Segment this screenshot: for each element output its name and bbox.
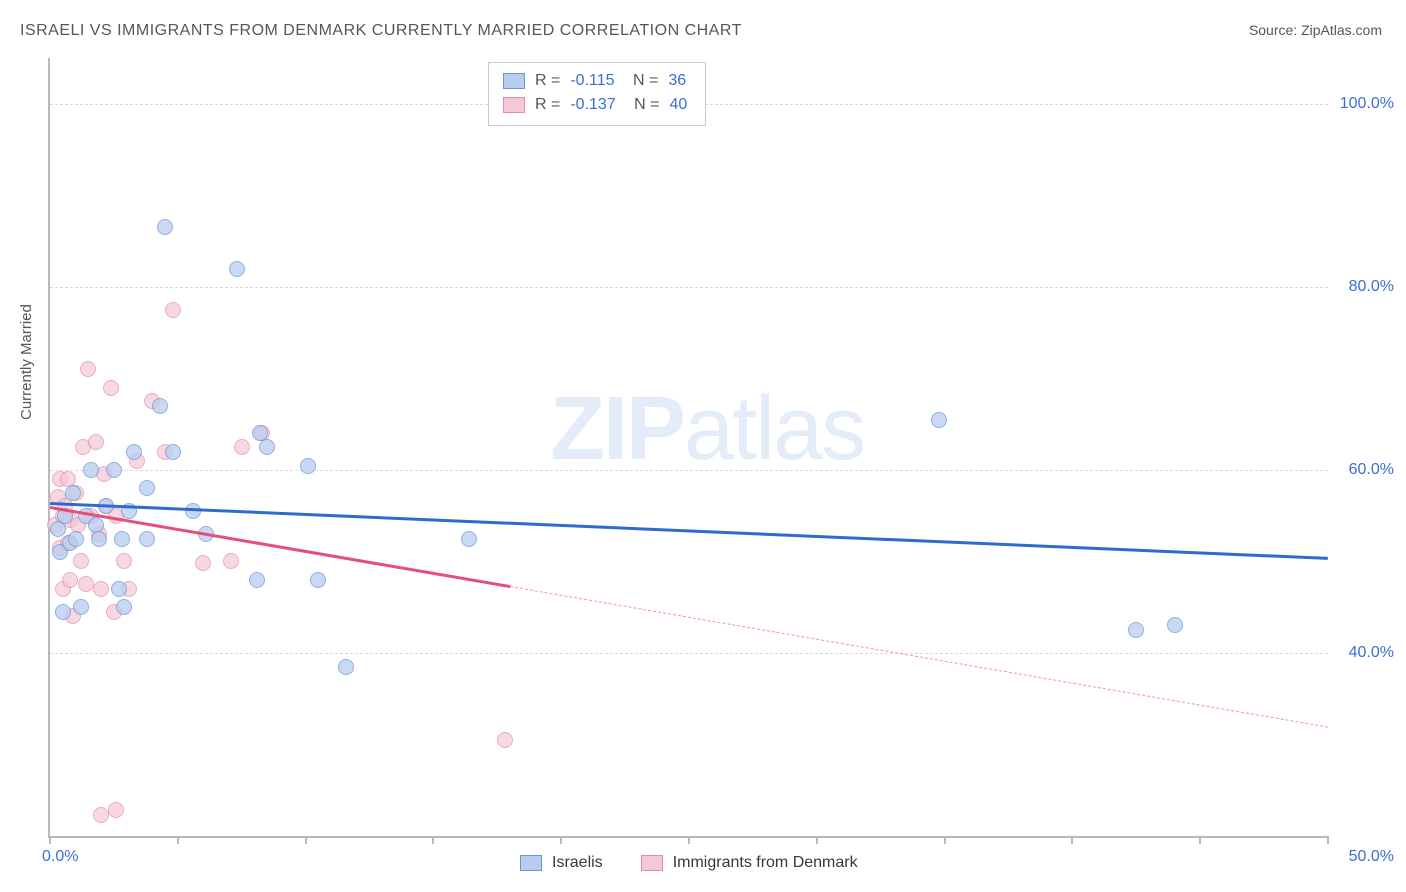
y-tick-label-100: 100.0% bbox=[1340, 95, 1394, 113]
scatter-point bbox=[300, 458, 316, 474]
y-tick-label-60: 60.0% bbox=[1349, 461, 1394, 479]
scatter-point bbox=[229, 261, 245, 277]
x-tick bbox=[1071, 836, 1073, 844]
x-tick-label-min: 0.0% bbox=[42, 848, 78, 866]
trend-line bbox=[50, 502, 1328, 560]
scatter-point bbox=[139, 531, 155, 547]
x-tick-label-max: 50.0% bbox=[1349, 848, 1394, 866]
scatter-point bbox=[234, 439, 250, 455]
scatter-point bbox=[259, 439, 275, 455]
scatter-point bbox=[223, 553, 239, 569]
scatter-point bbox=[78, 576, 94, 592]
scatter-point bbox=[73, 553, 89, 569]
scatter-point bbox=[1167, 617, 1183, 633]
gridline bbox=[50, 470, 1328, 471]
x-tick bbox=[816, 836, 818, 844]
scatter-point bbox=[114, 531, 130, 547]
scatter-point bbox=[497, 732, 513, 748]
x-tick bbox=[1327, 836, 1329, 844]
x-tick bbox=[1199, 836, 1201, 844]
legend-correlation-box: R =-0.115 N =36R =-0.137 N =40 bbox=[488, 62, 706, 126]
scatter-point bbox=[157, 219, 173, 235]
legend-label: Immigrants from Denmark bbox=[673, 854, 858, 872]
scatter-point bbox=[116, 553, 132, 569]
scatter-point bbox=[111, 581, 127, 597]
legend-row: R =-0.115 N =36 bbox=[503, 69, 691, 93]
legend-label: Israelis bbox=[552, 854, 603, 872]
scatter-point bbox=[91, 531, 107, 547]
scatter-point bbox=[1128, 622, 1144, 638]
plot-area: ZIPatlas bbox=[48, 58, 1328, 838]
scatter-point bbox=[310, 572, 326, 588]
x-tick bbox=[305, 836, 307, 844]
scatter-point bbox=[165, 302, 181, 318]
legend-swatch bbox=[520, 855, 542, 871]
watermark: ZIPatlas bbox=[550, 378, 864, 481]
scatter-point bbox=[195, 555, 211, 571]
scatter-point bbox=[65, 485, 81, 501]
x-tick bbox=[49, 836, 51, 844]
scatter-point bbox=[83, 462, 99, 478]
scatter-point bbox=[93, 807, 109, 823]
chart-container: ISRAELI VS IMMIGRANTS FROM DENMARK CURRE… bbox=[0, 0, 1406, 892]
scatter-point bbox=[152, 398, 168, 414]
chart-source: Source: ZipAtlas.com bbox=[1249, 22, 1382, 38]
trend-line bbox=[510, 586, 1328, 728]
scatter-point bbox=[126, 444, 142, 460]
scatter-point bbox=[108, 802, 124, 818]
scatter-point bbox=[73, 599, 89, 615]
x-tick bbox=[688, 836, 690, 844]
scatter-point bbox=[139, 480, 155, 496]
chart-title: ISRAELI VS IMMIGRANTS FROM DENMARK CURRE… bbox=[20, 22, 742, 40]
scatter-point bbox=[338, 659, 354, 675]
legend-series: Israelis Immigrants from Denmark bbox=[520, 854, 886, 872]
scatter-point bbox=[50, 521, 66, 537]
x-tick bbox=[560, 836, 562, 844]
legend-swatch bbox=[503, 97, 525, 113]
scatter-point bbox=[88, 434, 104, 450]
scatter-point bbox=[68, 531, 84, 547]
scatter-point bbox=[93, 581, 109, 597]
scatter-point bbox=[249, 572, 265, 588]
x-tick bbox=[432, 836, 434, 844]
scatter-point bbox=[116, 599, 132, 615]
y-axis-label: Currently Married bbox=[18, 304, 35, 420]
scatter-point bbox=[62, 572, 78, 588]
scatter-point bbox=[461, 531, 477, 547]
legend-swatch bbox=[503, 73, 525, 89]
scatter-point bbox=[55, 604, 71, 620]
scatter-point bbox=[165, 444, 181, 460]
gridline bbox=[50, 287, 1328, 288]
scatter-point bbox=[106, 462, 122, 478]
scatter-point bbox=[103, 380, 119, 396]
legend-row: R =-0.137 N =40 bbox=[503, 93, 691, 117]
x-tick bbox=[944, 836, 946, 844]
gridline bbox=[50, 653, 1328, 654]
y-tick-label-80: 80.0% bbox=[1349, 278, 1394, 296]
scatter-point bbox=[80, 361, 96, 377]
x-tick bbox=[177, 836, 179, 844]
y-tick-label-40: 40.0% bbox=[1349, 644, 1394, 662]
scatter-point bbox=[931, 412, 947, 428]
legend-swatch bbox=[641, 855, 663, 871]
